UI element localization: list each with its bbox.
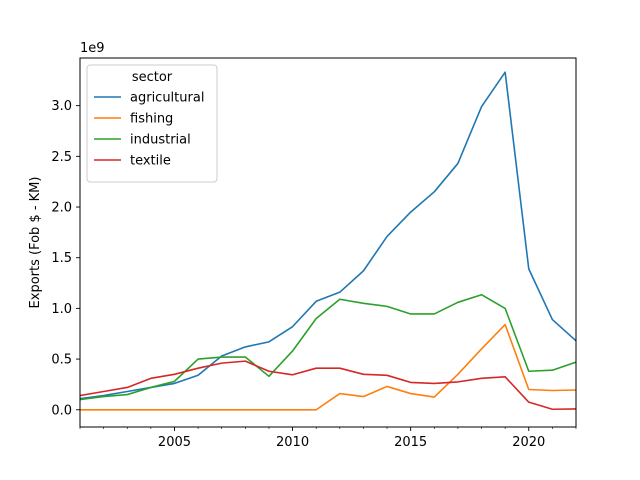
x-tick-label: 2020 [512,435,545,450]
legend-label-fishing: fishing [130,112,173,127]
x-axis: 2005 2010 2015 2020 [79,427,577,450]
plot-frame [79,57,577,428]
x-tick-label: 2015 [394,435,427,450]
legend-label-industrial: industrial [130,133,191,148]
series-line-agricultural [80,71,576,400]
x-tick-label: 2010 [276,435,309,450]
series-lines [80,71,576,411]
y-tick-label: 3.0 [51,99,72,114]
series-line-fishing [80,323,576,411]
legend-title: sector [132,70,173,85]
legend-box [86,64,218,183]
series-line-textile [80,360,576,411]
y-tick-label: 1.5 [51,251,72,266]
y-tick-label: 0.5 [51,353,72,368]
legend-label-agricultural: agricultural [130,91,204,106]
y-axis: 0.0 0.5 1.0 1.5 2.0 2.5 3.0 [51,99,80,418]
y-tick-label: 1.0 [51,302,72,317]
legend-label-textile: textile [130,154,171,169]
y-offset-text: 1e9 [80,41,105,56]
y-tick-label: 2.0 [51,201,72,216]
y-tick-label: 2.5 [51,150,72,165]
x-tick-label: 2005 [158,435,191,450]
series-line-industrial [80,293,576,401]
legend: sector agricultural fishing industrial texti… [86,64,218,183]
y-tick-label: 0.0 [51,403,72,418]
y-axis-label: Exports (Fob $ - KM) [28,177,43,309]
